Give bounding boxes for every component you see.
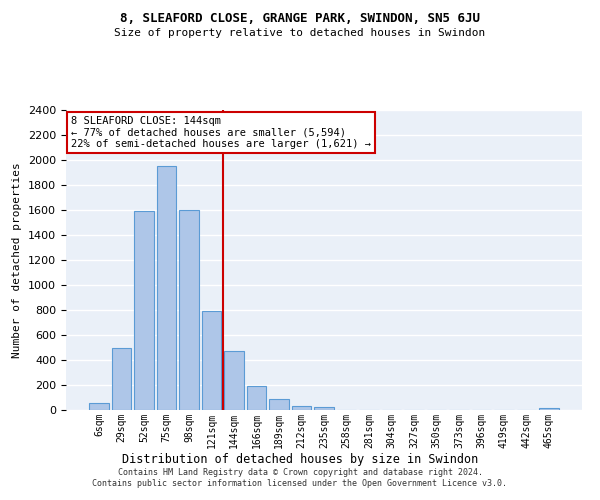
Bar [247,386,266,410]
Bar [269,399,289,410]
Text: 8, SLEAFORD CLOSE, GRANGE PARK, SWINDON, SN5 6JU: 8, SLEAFORD CLOSE, GRANGE PARK, SWINDON,… [120,12,480,26]
Bar [539,408,559,410]
Text: Contains HM Land Registry data © Crown copyright and database right 2024.
Contai: Contains HM Land Registry data © Crown c… [92,468,508,487]
Bar [292,406,311,410]
Bar [112,348,131,410]
Text: 8 SLEAFORD CLOSE: 144sqm
← 77% of detached houses are smaller (5,594)
22% of sem: 8 SLEAFORD CLOSE: 144sqm ← 77% of detach… [71,116,371,149]
Y-axis label: Number of detached properties: Number of detached properties [13,162,22,358]
Bar [89,402,109,410]
Bar [179,210,199,410]
Bar [134,211,154,410]
Text: Distribution of detached houses by size in Swindon: Distribution of detached houses by size … [122,452,478,466]
Text: Size of property relative to detached houses in Swindon: Size of property relative to detached ho… [115,28,485,38]
Bar [157,166,176,410]
Bar [314,407,334,410]
Bar [202,311,221,410]
Bar [224,351,244,410]
